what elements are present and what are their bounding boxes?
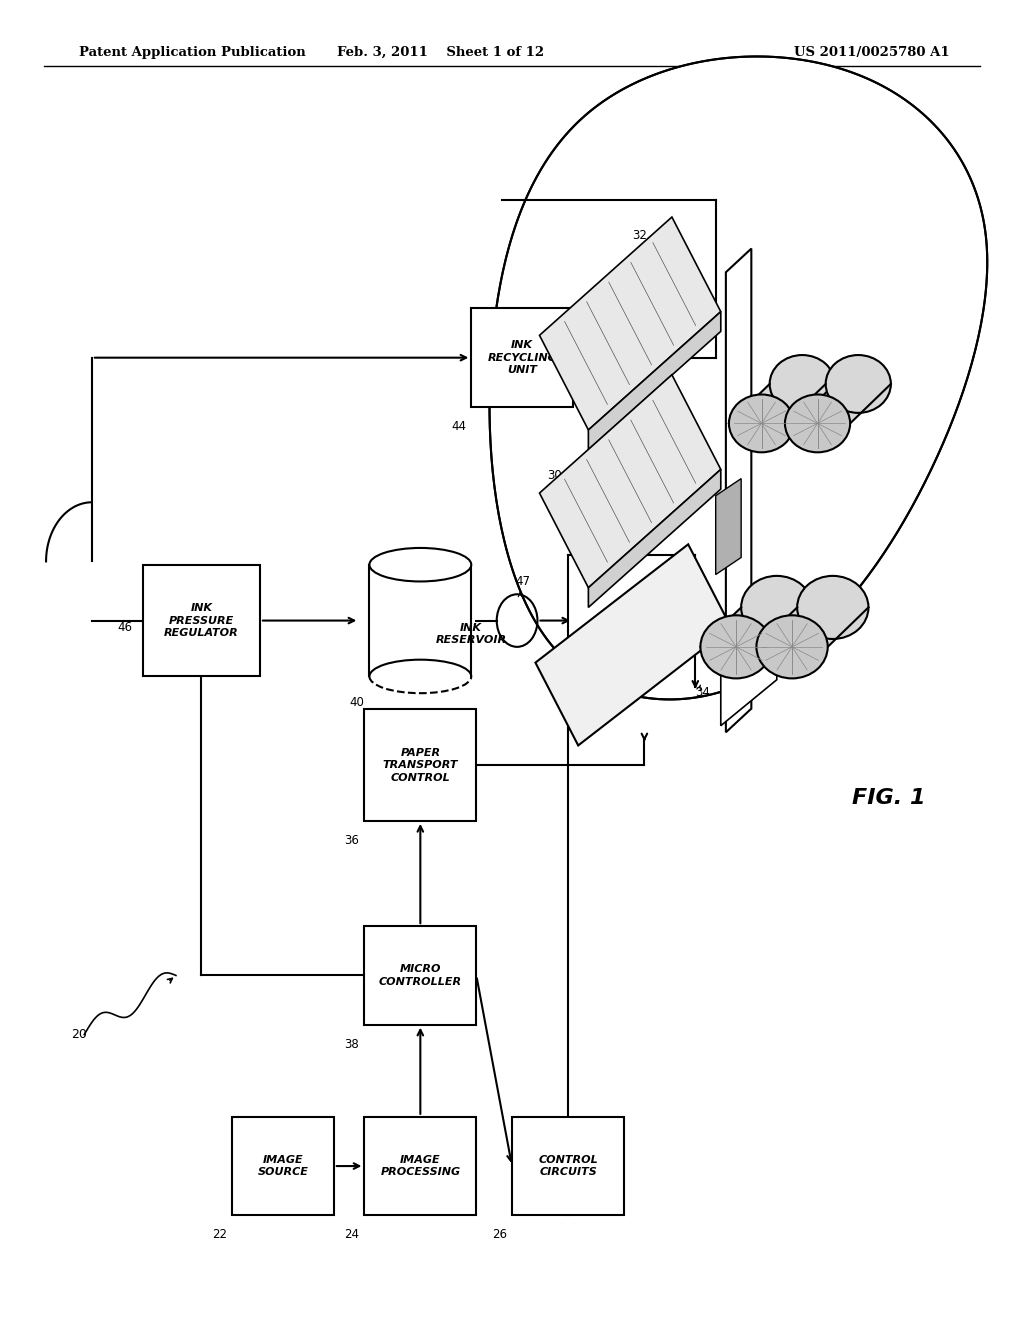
Polygon shape [540, 375, 721, 587]
Text: US 2011/0025780 A1: US 2011/0025780 A1 [795, 46, 950, 59]
Text: 40: 40 [349, 696, 365, 709]
Text: Feb. 3, 2011    Sheet 1 of 12: Feb. 3, 2011 Sheet 1 of 12 [337, 46, 545, 59]
Polygon shape [785, 384, 891, 424]
FancyBboxPatch shape [142, 565, 260, 676]
FancyBboxPatch shape [365, 1117, 476, 1216]
Text: 34: 34 [695, 686, 711, 700]
FancyBboxPatch shape [471, 309, 573, 407]
Text: 24: 24 [344, 1229, 359, 1242]
Text: FIG. 1: FIG. 1 [852, 788, 926, 808]
Text: 44: 44 [452, 420, 466, 433]
Text: 32: 32 [632, 230, 647, 276]
Text: IMAGE
SOURCE: IMAGE SOURCE [257, 1155, 308, 1177]
Text: 47: 47 [515, 574, 530, 587]
Polygon shape [536, 544, 731, 746]
Text: 20: 20 [72, 1028, 87, 1041]
Ellipse shape [825, 355, 891, 413]
Text: INK
RECYCLING
UNIT: INK RECYCLING UNIT [487, 341, 557, 375]
Ellipse shape [729, 395, 794, 453]
Text: 26: 26 [492, 1229, 507, 1242]
Polygon shape [716, 479, 741, 574]
Polygon shape [729, 384, 835, 424]
Text: MICRO
CONTROLLER: MICRO CONTROLLER [379, 965, 462, 986]
Text: INK
RESERVOIR: INK RESERVOIR [435, 623, 507, 645]
FancyBboxPatch shape [365, 927, 476, 1024]
Text: 42: 42 [746, 594, 761, 607]
Polygon shape [721, 601, 777, 726]
Text: IMAGE
PROCESSING: IMAGE PROCESSING [380, 1155, 461, 1177]
Ellipse shape [757, 615, 827, 678]
Polygon shape [757, 607, 868, 647]
Text: 38: 38 [344, 1038, 359, 1051]
Ellipse shape [741, 576, 812, 639]
Polygon shape [589, 312, 721, 450]
Ellipse shape [370, 548, 471, 582]
Ellipse shape [770, 355, 835, 413]
Ellipse shape [797, 576, 868, 639]
Ellipse shape [785, 395, 850, 453]
Polygon shape [489, 57, 987, 700]
Ellipse shape [700, 615, 772, 678]
Polygon shape [700, 607, 812, 647]
FancyBboxPatch shape [512, 1117, 624, 1216]
Text: 22: 22 [212, 1229, 227, 1242]
Text: 28: 28 [716, 541, 730, 554]
Text: PAPER
TRANSPORT
CONTROL: PAPER TRANSPORT CONTROL [383, 747, 458, 783]
Polygon shape [726, 248, 752, 733]
FancyBboxPatch shape [365, 709, 476, 821]
Text: CONTROL
CIRCUITS: CONTROL CIRCUITS [539, 1155, 598, 1177]
Polygon shape [540, 216, 721, 430]
Text: 30: 30 [548, 470, 562, 483]
Polygon shape [589, 470, 721, 607]
Text: 36: 36 [344, 834, 359, 847]
Text: Patent Application Publication: Patent Application Publication [79, 46, 306, 59]
FancyBboxPatch shape [231, 1117, 334, 1216]
Text: INK
PRESSURE
REGULATOR: INK PRESSURE REGULATOR [164, 603, 239, 638]
Text: 46: 46 [118, 620, 133, 634]
